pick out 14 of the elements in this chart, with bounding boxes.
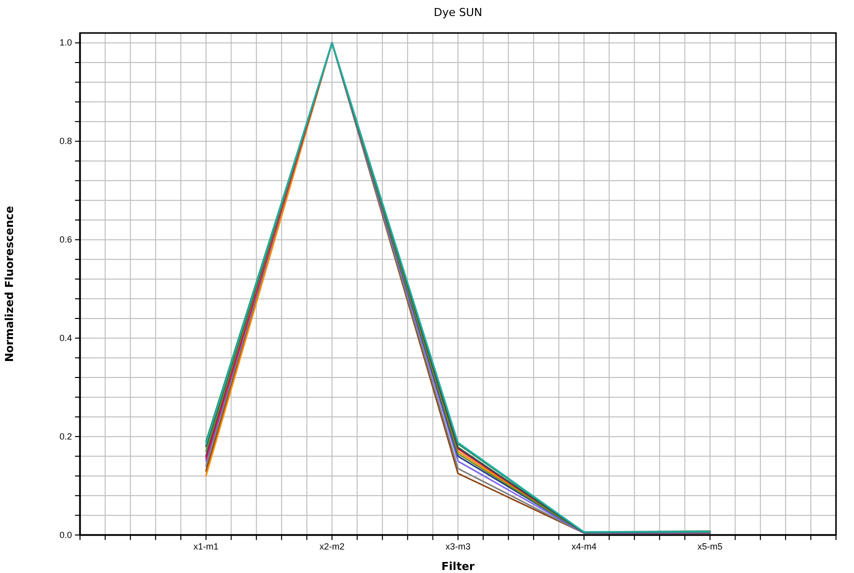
x-tick-label: x2-m2	[319, 541, 345, 552]
x-tick-label: x1-m1	[193, 541, 219, 552]
chart-title: Dye SUN	[434, 6, 482, 19]
x-tick-label: x4-m4	[571, 541, 597, 552]
y-tick-label: 0.8	[59, 136, 72, 146]
x-tick-label: x5-m5	[697, 541, 723, 552]
y-tick-label: 0.0	[59, 530, 72, 540]
y-axis-title: Normalized Fluorescence	[3, 206, 16, 362]
y-tick-label: 0.4	[59, 333, 72, 344]
y-tick-label: 1.0	[59, 38, 72, 48]
y-tick-label: 0.6	[59, 234, 72, 245]
y-tick-label: 0.2	[59, 431, 72, 442]
x-axis-title: Filter	[441, 560, 476, 573]
x-tick-label: x3-m3	[445, 541, 471, 552]
